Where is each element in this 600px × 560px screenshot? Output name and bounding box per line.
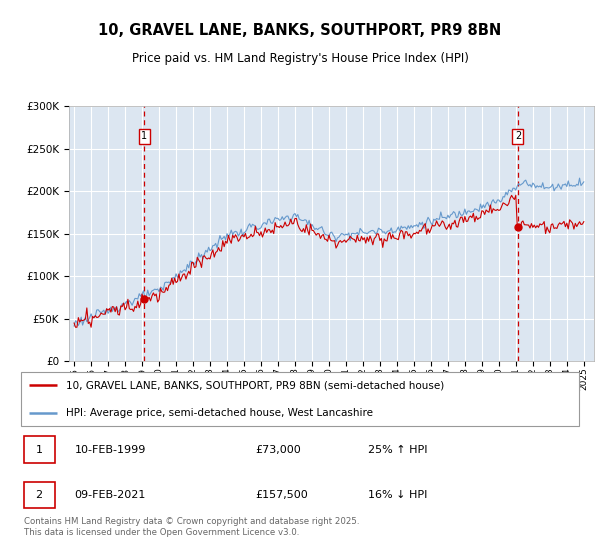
Text: 25% ↑ HPI: 25% ↑ HPI xyxy=(368,445,427,455)
Text: £157,500: £157,500 xyxy=(255,490,308,500)
Text: Price paid vs. HM Land Registry's House Price Index (HPI): Price paid vs. HM Land Registry's House … xyxy=(131,52,469,66)
Text: 2: 2 xyxy=(35,490,43,500)
Text: HPI: Average price, semi-detached house, West Lancashire: HPI: Average price, semi-detached house,… xyxy=(66,408,373,418)
Text: 1: 1 xyxy=(141,131,147,141)
Text: £73,000: £73,000 xyxy=(255,445,301,455)
Text: Contains HM Land Registry data © Crown copyright and database right 2025.
This d: Contains HM Land Registry data © Crown c… xyxy=(23,517,359,536)
Text: 10, GRAVEL LANE, BANKS, SOUTHPORT, PR9 8BN (semi-detached house): 10, GRAVEL LANE, BANKS, SOUTHPORT, PR9 8… xyxy=(66,380,444,390)
FancyBboxPatch shape xyxy=(23,482,55,508)
Text: 2: 2 xyxy=(515,131,521,141)
Text: 09-FEB-2021: 09-FEB-2021 xyxy=(74,490,146,500)
FancyBboxPatch shape xyxy=(23,436,55,463)
FancyBboxPatch shape xyxy=(21,372,579,426)
Text: 1: 1 xyxy=(35,445,43,455)
Text: 10-FEB-1999: 10-FEB-1999 xyxy=(74,445,146,455)
Text: 16% ↓ HPI: 16% ↓ HPI xyxy=(368,490,427,500)
Text: 10, GRAVEL LANE, BANKS, SOUTHPORT, PR9 8BN: 10, GRAVEL LANE, BANKS, SOUTHPORT, PR9 8… xyxy=(98,24,502,38)
